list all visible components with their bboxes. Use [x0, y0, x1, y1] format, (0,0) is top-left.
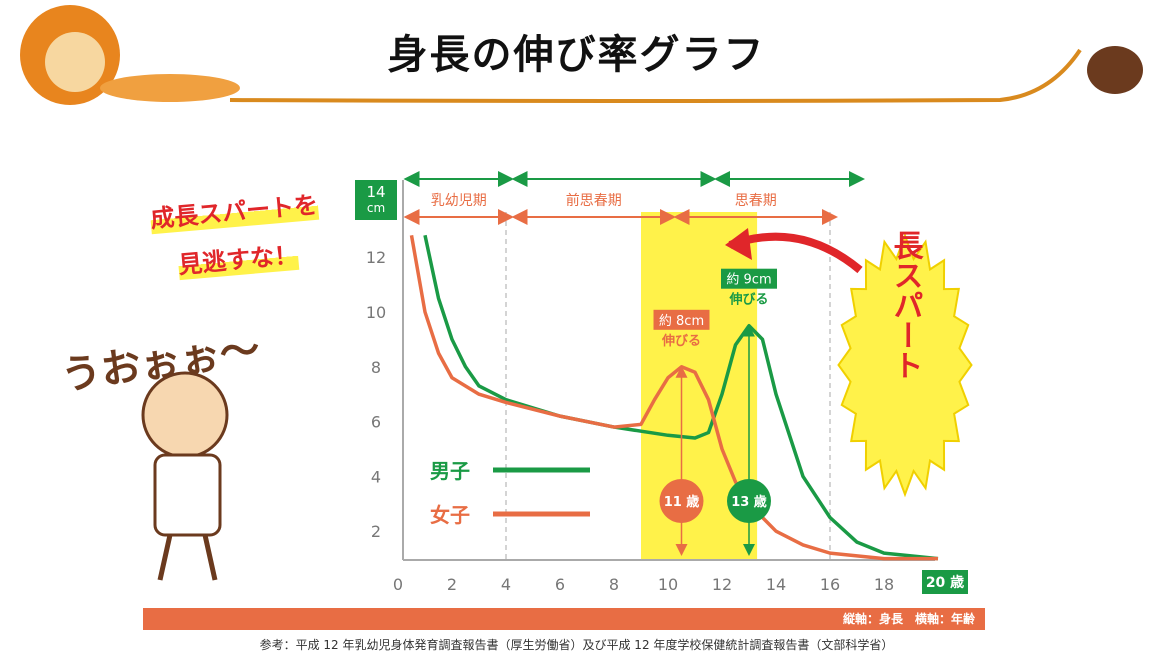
x-tick-label: 2: [447, 575, 457, 594]
source-note: 参考：平成 12 年乳幼児身体発育調査報告書（厚生労働省）及び平成 12 年度学…: [259, 638, 894, 652]
spurt-arrowhead: [725, 228, 752, 260]
y-tick-label: 8: [371, 358, 381, 377]
phase-label: 思春期: [735, 193, 777, 209]
lion-face: [45, 32, 105, 92]
axes-caption-bar: 縦軸：身長 横軸：年齢: [143, 608, 985, 630]
x-tick-label: 12: [712, 575, 732, 594]
y-tick-label: 10: [366, 303, 386, 322]
growth-spurt-burst: 成長スパート: [837, 230, 973, 498]
x-tick-label: 16: [820, 575, 840, 594]
series-line-boys: [423, 234, 939, 561]
x-tick-label: 6: [555, 575, 565, 594]
age-label: 11 歳: [664, 494, 700, 510]
child-illustration: [141, 371, 229, 581]
tail-tuft: [1087, 46, 1143, 94]
annotation-badge: [721, 268, 777, 289]
phase-label: 乳幼児期: [431, 193, 487, 209]
y-tick-label: 2: [371, 522, 381, 541]
y-unit-label: 14: [366, 183, 385, 201]
age-circle: [727, 479, 771, 523]
annotation-badge-text: 約 9cm: [726, 273, 771, 288]
y-tick-label: 12: [366, 248, 386, 267]
page-title: 身長の伸び率グラフ: [387, 32, 766, 78]
legend-label: 女子: [430, 503, 470, 527]
lion-tail: [229, 48, 1082, 103]
y-tick-label: 4: [371, 467, 381, 486]
series-line-girls: [409, 234, 938, 561]
y-unit-label: cm: [367, 201, 385, 215]
phase-label: 前思春期: [566, 192, 622, 209]
x-unit-label: 20 歳: [926, 574, 964, 591]
burst-label: 成長スパート: [888, 230, 924, 380]
age-label: 13 歳: [731, 494, 767, 510]
x-tick-label: 4: [501, 575, 511, 594]
legend-label: 男子: [430, 459, 470, 483]
annotation-badge: [653, 309, 710, 330]
axes-caption: 縦軸：身長 横軸：年齢: [842, 612, 975, 626]
annotation-text: 伸びる: [661, 333, 701, 349]
x-unit-box: [922, 570, 968, 594]
y-tick-label: 6: [371, 413, 381, 432]
x-tick-label: 18: [874, 575, 894, 594]
lion-decoration: [20, 5, 1143, 105]
y-unit-box: [355, 180, 397, 220]
x-tick-label: 14: [766, 575, 786, 594]
x-tick-label: 0: [393, 575, 403, 594]
x-tick-label: 10: [658, 575, 678, 594]
annotation-text: 伸びる: [728, 292, 768, 308]
annotation-badge-text: 約 8cm: [659, 314, 704, 329]
age-circle: [659, 479, 704, 523]
x-tick-label: 8: [609, 575, 619, 594]
lion-body: [100, 74, 240, 102]
